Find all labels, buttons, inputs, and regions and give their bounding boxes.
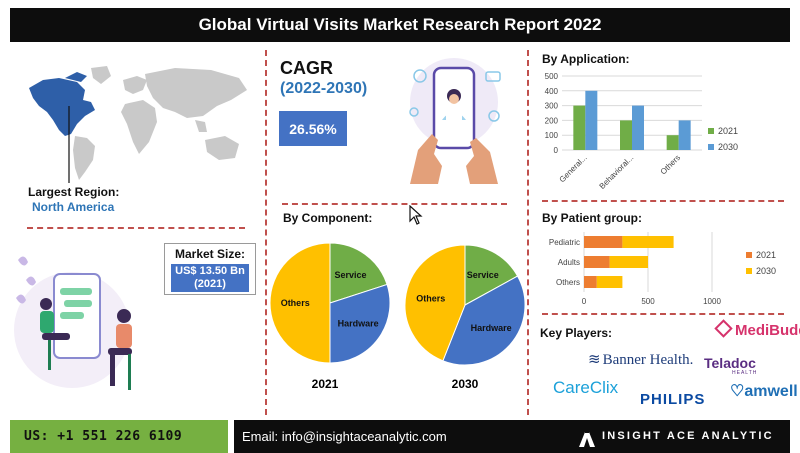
app-bar-2021	[620, 120, 632, 150]
banner-health-logo: ≋ Banner Health.	[588, 350, 693, 369]
north-america-shape	[29, 78, 95, 136]
patient-bar-2030	[622, 236, 674, 248]
patient-legend-label-2030: 2030	[756, 266, 776, 276]
app-legend-swatch-2030	[708, 144, 714, 150]
pie-label-others: Others	[416, 293, 445, 303]
app-ytick-label: 500	[545, 72, 559, 81]
patient-legend-swatch-2021	[746, 252, 752, 258]
pie-chart-2021: Service Hardware Others	[269, 242, 391, 364]
teladoc-logo: Teladoc	[704, 355, 756, 371]
app-bar-2030	[678, 120, 691, 150]
app-ytick-label: 100	[545, 131, 559, 140]
patient-legend-swatch-2030	[746, 268, 752, 274]
pie-slice-hardware	[442, 275, 526, 366]
pie-label-hardware: Hardware	[338, 318, 379, 328]
app-bar-2021	[573, 105, 586, 150]
market-size-value: US$ 13.50 Bn (2021)	[171, 264, 249, 292]
footer-brand-name: INSIGHT ACE ANALYTIC	[602, 430, 774, 442]
patient-legend-label-2021: 2021	[756, 250, 776, 260]
patient-bar-2021	[584, 236, 623, 248]
patient-category-label: Others	[556, 278, 580, 287]
app-bar-2030	[632, 105, 644, 150]
pie-label-hardware: Hardware	[471, 323, 512, 333]
pie-label-service: Service	[467, 270, 499, 280]
app-ytick-label: 400	[545, 87, 559, 96]
divider-left	[265, 50, 267, 415]
chat-illustration	[14, 256, 132, 390]
largest-region-label: Largest Region:	[28, 185, 120, 199]
pie-captions: 2021 2030	[312, 377, 479, 391]
cagr-period: (2022-2030)	[280, 80, 368, 97]
amwell-heart-icon: ♡	[730, 383, 745, 400]
app-category-label: Behavioral...	[598, 153, 636, 191]
application-bar-chart: 0 100 200 300 400 500 General... Behavioral... O…	[545, 72, 738, 191]
pie-label-service: Service	[334, 270, 366, 280]
footer-phone[interactable]: US: +1 551 226 6109	[10, 420, 228, 453]
medibuddy-text: MediBuddy	[735, 322, 800, 339]
pie-chart-2030: Service Hardware Others	[404, 244, 526, 366]
app-bar-2030	[585, 90, 598, 150]
banner-health-icon: ≋	[588, 352, 601, 368]
patient-bar-2030	[596, 276, 623, 288]
divider-component	[282, 203, 507, 205]
patient-category-label: Adults	[558, 258, 580, 267]
market-size-panel: Market Size: US$ 13.50 Bn (2021)	[164, 243, 256, 295]
cursor-icon	[409, 205, 423, 225]
banner-health-text: Banner Health.	[602, 352, 694, 368]
app-bar-2021	[666, 135, 679, 150]
pie-slice-service	[464, 244, 519, 306]
teladoc-health-text: HEALTH	[732, 370, 758, 376]
footer-bar: Email: info@insightaceanalytic.com INSIG…	[234, 420, 790, 453]
patient-xtick-label: 1000	[703, 297, 721, 306]
pie-slice-others	[269, 242, 331, 364]
app-ytick-label: 300	[545, 102, 559, 111]
report-title: Global Virtual Visits Market Research Re…	[10, 8, 790, 42]
app-ytick-label: 200	[545, 116, 559, 125]
brand-logo-icon	[579, 427, 595, 447]
patient-bar-2021	[584, 276, 597, 288]
pie-slice-others	[404, 244, 466, 362]
philips-logo: PHILIPS	[640, 391, 706, 408]
world-map-icon	[29, 66, 247, 183]
app-legend-label-2021: 2021	[718, 126, 738, 136]
market-size-year: (2021)	[194, 278, 226, 290]
app-category-label: General...	[558, 153, 589, 184]
pie-slice-service	[329, 242, 388, 304]
patient-category-label: Pediatric	[549, 238, 580, 247]
app-legend-label-2030: 2030	[718, 142, 738, 152]
market-size-amount: US$ 13.50 Bn	[175, 265, 245, 277]
pie-slice-hardware	[329, 283, 391, 364]
divider-region	[27, 227, 245, 229]
component-title: By Component:	[283, 211, 373, 225]
patient-bar-chart: 0 500 1000 Pediatric Adults Others 2021 2030	[549, 232, 776, 306]
medibuddy-icon	[714, 319, 733, 338]
medibuddy-logo: MediBuddy	[714, 319, 800, 339]
app-legend-swatch-2021	[708, 128, 714, 134]
patient-xtick-label: 500	[641, 297, 655, 306]
app-category-label: Others	[659, 153, 682, 176]
patient-xtick-label: 0	[582, 297, 587, 306]
amwell-logo: ♡amwell	[730, 381, 798, 401]
largest-region-value: North America	[32, 200, 115, 214]
pie-caption-2021: 2021	[312, 377, 339, 391]
pie-caption-2030: 2030	[452, 377, 479, 391]
footer-email[interactable]: Email: info@insightaceanalytic.com	[242, 429, 447, 444]
patient-bar-2030	[609, 256, 648, 268]
patient-bar-2021	[584, 256, 610, 268]
careclix-logo: CareClix	[553, 378, 619, 397]
divider-patient	[542, 200, 784, 202]
divider-players	[542, 313, 784, 315]
patient-title: By Patient group:	[542, 211, 643, 225]
doctor-phone-illustration	[409, 58, 501, 184]
amwell-text: amwell	[744, 383, 798, 400]
pie-label-others: Others	[281, 298, 310, 308]
market-size-label: Market Size:	[174, 247, 246, 261]
divider-right	[527, 50, 529, 415]
application-title: By Application:	[542, 52, 630, 66]
app-ytick-label: 0	[554, 146, 559, 155]
cagr-title: CAGR	[280, 58, 333, 78]
players-title: Key Players:	[540, 326, 613, 340]
cagr-value: 26.56%	[279, 111, 347, 146]
